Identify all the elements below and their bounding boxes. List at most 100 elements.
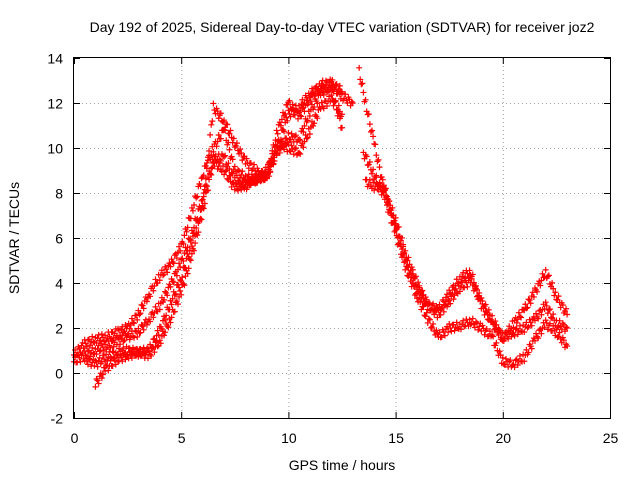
data-point bbox=[460, 269, 467, 276]
data-point bbox=[126, 336, 133, 343]
data-point bbox=[447, 325, 454, 332]
data-point bbox=[84, 361, 91, 368]
data-point bbox=[185, 253, 192, 260]
data-point bbox=[144, 355, 151, 362]
data-point bbox=[150, 287, 157, 294]
data-point bbox=[246, 175, 253, 182]
data-point bbox=[137, 329, 144, 336]
data-point bbox=[336, 115, 343, 122]
data-point bbox=[200, 190, 207, 197]
data-point bbox=[199, 196, 206, 203]
data-point bbox=[181, 232, 188, 239]
data-point bbox=[486, 312, 493, 319]
data-point bbox=[216, 159, 223, 166]
data-point bbox=[176, 284, 183, 291]
data-point bbox=[77, 358, 84, 365]
data-point bbox=[274, 143, 281, 150]
data-point bbox=[170, 279, 177, 286]
data-point bbox=[358, 81, 365, 88]
data-point bbox=[163, 266, 170, 273]
data-point bbox=[373, 152, 380, 159]
data-point bbox=[93, 351, 100, 358]
data-point bbox=[110, 343, 117, 350]
data-point bbox=[486, 328, 493, 335]
data-point bbox=[344, 99, 351, 106]
data-point bbox=[538, 311, 545, 318]
data-point bbox=[99, 371, 106, 378]
data-point bbox=[446, 287, 453, 294]
data-point bbox=[217, 110, 224, 117]
data-point bbox=[362, 96, 369, 103]
data-point bbox=[490, 333, 497, 340]
data-point bbox=[329, 87, 336, 94]
data-point bbox=[207, 131, 214, 138]
data-point bbox=[231, 144, 238, 151]
data-point bbox=[164, 323, 171, 330]
data-point bbox=[208, 152, 215, 159]
data-point bbox=[359, 80, 366, 87]
data-point bbox=[541, 324, 548, 331]
data-point bbox=[152, 303, 159, 310]
data-point bbox=[521, 328, 528, 335]
data-point bbox=[168, 314, 175, 321]
data-point bbox=[555, 293, 562, 300]
data-point bbox=[474, 286, 481, 293]
data-point bbox=[140, 305, 147, 312]
data-point bbox=[131, 334, 138, 341]
data-point bbox=[213, 105, 220, 112]
data-point bbox=[125, 330, 132, 337]
data-point bbox=[90, 338, 97, 345]
data-point bbox=[222, 168, 229, 175]
data-point bbox=[473, 282, 479, 289]
data-point bbox=[213, 143, 220, 150]
data-point bbox=[335, 110, 342, 117]
data-point bbox=[131, 320, 138, 327]
data-point bbox=[203, 159, 210, 166]
data-point bbox=[206, 176, 213, 183]
data-point bbox=[365, 111, 372, 118]
data-point bbox=[209, 118, 216, 125]
data-point bbox=[396, 233, 403, 240]
data-point bbox=[297, 137, 304, 144]
data-point bbox=[369, 170, 376, 177]
data-point bbox=[533, 330, 540, 337]
data-point bbox=[301, 122, 308, 129]
data-point bbox=[339, 88, 345, 95]
data-point bbox=[300, 144, 307, 151]
data-point bbox=[432, 308, 439, 315]
data-point bbox=[146, 348, 153, 355]
data-point bbox=[213, 158, 220, 165]
data-point bbox=[430, 320, 437, 327]
data-point bbox=[177, 247, 184, 254]
axis-layer: 0 5 10 15 20 25 -2 0 2 4 6 8 10 12 14 bbox=[47, 51, 618, 447]
data-point bbox=[564, 311, 571, 318]
data-point bbox=[323, 103, 330, 110]
data-point bbox=[320, 105, 327, 112]
data-point bbox=[237, 146, 244, 153]
data-point bbox=[107, 357, 114, 364]
data-series-track-1 bbox=[71, 78, 356, 358]
data-point bbox=[139, 323, 146, 330]
data-point bbox=[180, 257, 187, 264]
data-point bbox=[84, 337, 91, 344]
data-point bbox=[151, 349, 158, 356]
data-point bbox=[217, 135, 224, 142]
data-point bbox=[401, 250, 408, 257]
data-point bbox=[424, 306, 431, 313]
data-point bbox=[89, 344, 96, 351]
data-point bbox=[510, 361, 517, 368]
data-point bbox=[198, 197, 205, 204]
data-point bbox=[299, 96, 306, 103]
data-point bbox=[556, 329, 563, 336]
data-point bbox=[323, 88, 330, 95]
data-point bbox=[214, 108, 221, 115]
data-point bbox=[194, 193, 201, 200]
data-point bbox=[534, 288, 541, 295]
data-point bbox=[511, 332, 518, 339]
data-point bbox=[461, 275, 468, 282]
data-point bbox=[448, 328, 455, 335]
data-point bbox=[499, 354, 506, 361]
data-point bbox=[230, 135, 237, 142]
data-point bbox=[417, 288, 424, 295]
